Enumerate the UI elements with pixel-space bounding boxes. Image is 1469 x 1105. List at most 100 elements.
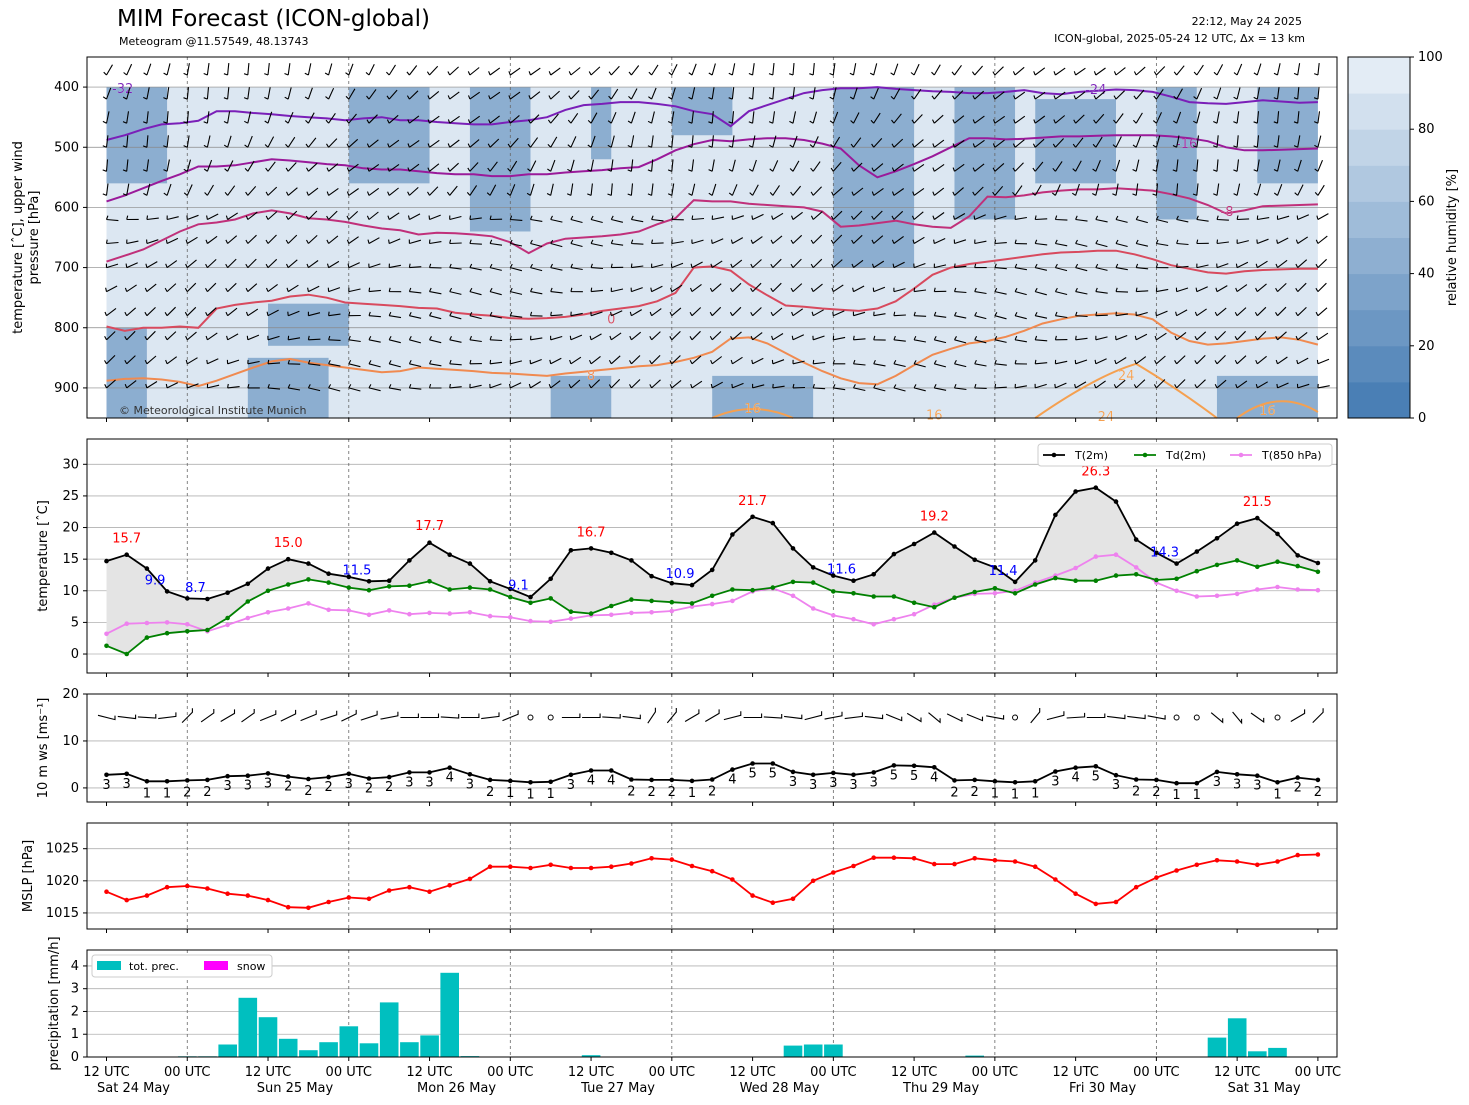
wind-barb (974, 311, 987, 320)
wind-barb (203, 135, 211, 148)
wind-barb (870, 112, 881, 124)
wind-barb (852, 335, 866, 341)
t850-point (1113, 552, 1119, 557)
t2m-point (770, 520, 776, 526)
td2m-point (1174, 576, 1179, 582)
wind-barb (688, 135, 694, 148)
wind-barb (952, 213, 966, 220)
td2m-point (386, 584, 392, 589)
windspeed-point (790, 769, 796, 775)
y-tick-label: 20 (62, 521, 79, 536)
mslp-point (467, 876, 473, 882)
windspeed-point (1315, 777, 1321, 783)
wind-barb (590, 287, 604, 293)
t2m-point (649, 573, 654, 579)
wind-barb (1032, 184, 1042, 196)
wind-barb (629, 355, 641, 365)
wind-barb (570, 215, 583, 224)
wind-barb (1314, 135, 1322, 148)
wind-barb (810, 211, 823, 220)
wind-barb (1295, 236, 1309, 244)
td2m-point (285, 582, 291, 587)
t2m-point (810, 565, 816, 570)
t850-point (871, 622, 876, 627)
wind-barb (163, 87, 170, 100)
wind-barb (123, 63, 133, 76)
wind-barb (1073, 67, 1086, 76)
windspeed-label: 3 (1213, 775, 1221, 790)
legend-marker (1238, 452, 1244, 458)
td2m-point (1154, 577, 1159, 583)
extremum-label: 15.0 (274, 536, 303, 551)
wind-barb (145, 381, 158, 389)
td2m-point (306, 577, 311, 582)
wind-barb (428, 263, 442, 269)
legend-box (91, 954, 273, 978)
t850-point (891, 616, 897, 622)
t850-point (164, 620, 170, 625)
windspeed-label: 5 (1092, 769, 1100, 784)
wind-barb (831, 187, 843, 196)
wind-barb (1193, 111, 1201, 124)
wind-barb (387, 187, 399, 196)
wind-barb (629, 309, 642, 317)
windspeed-point (508, 778, 513, 784)
wind-barb (728, 63, 736, 76)
wind-barb (1234, 330, 1246, 341)
mslp-point (245, 893, 251, 898)
wind-barb (488, 115, 500, 124)
wind-barb (1295, 259, 1308, 269)
wind-barb (649, 331, 661, 341)
wind-barb (287, 335, 301, 341)
wind-barb (647, 183, 654, 196)
windspeed-label: 1 (506, 786, 514, 801)
windspeed-point (1053, 769, 1058, 774)
surface-wind-barb (1250, 712, 1265, 723)
t2m-point (1255, 515, 1260, 521)
wind-barb (952, 115, 965, 124)
humidity-cell (833, 87, 915, 268)
legend-label: Td(2m) (1165, 449, 1206, 462)
mslp-point (185, 883, 190, 889)
isotherm-label: 16 (744, 402, 761, 417)
windspeed-point (629, 777, 634, 782)
wind-barb (688, 159, 695, 172)
t850-point (629, 610, 634, 616)
wind-barb (913, 335, 927, 343)
td2m-point (689, 601, 695, 606)
y-tick-label: 1025 (46, 842, 79, 857)
wind-barb (205, 282, 217, 292)
mslp-point (164, 884, 170, 890)
wind-barb (649, 308, 662, 317)
colorbar-band (1348, 237, 1410, 275)
wind-barb (528, 114, 540, 124)
wind-barb (328, 384, 341, 392)
x-day-label: Sat 24 May (97, 1081, 170, 1096)
td2m-point (609, 603, 614, 609)
wind-barb (469, 287, 482, 296)
wind-barb (610, 263, 624, 269)
t2m-point (1174, 561, 1179, 566)
wind-barb (1314, 63, 1320, 76)
wind-barb (994, 215, 1007, 221)
wind-barb (1153, 88, 1164, 100)
wind-barb (264, 111, 273, 124)
wind-barb (992, 66, 1004, 76)
t850-point (851, 616, 856, 622)
x-tick-label: 00 UTC (1295, 1065, 1341, 1080)
t2m-point (164, 589, 170, 594)
t850-point (609, 612, 614, 618)
wind-barb (750, 282, 762, 292)
wind-barb (1213, 159, 1219, 172)
windspeed-point (1154, 777, 1159, 783)
surface-wind-barb (906, 712, 922, 723)
wind-barb (449, 215, 462, 221)
wind-barb (1235, 380, 1248, 389)
windspeed-point (1234, 772, 1240, 777)
wind-barb (953, 383, 967, 391)
wind-barb (891, 210, 904, 220)
wind-barb (406, 65, 418, 76)
wind-barb (709, 306, 722, 317)
wind-barb (183, 184, 193, 196)
td2m-point (205, 627, 210, 633)
